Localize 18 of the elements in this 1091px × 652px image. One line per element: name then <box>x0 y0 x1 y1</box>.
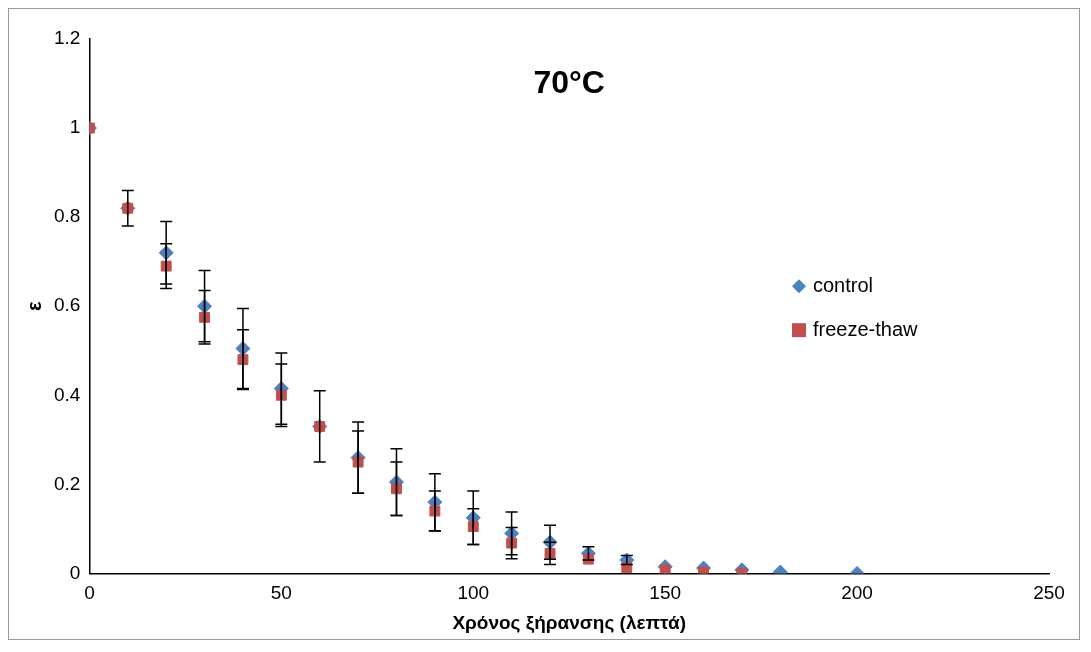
text: 70°C <box>533 63 605 100</box>
y-tick-label: 0.2 <box>53 472 81 494</box>
x-tick-label: 250 <box>1033 582 1065 604</box>
y-tick-label: 0.4 <box>53 383 81 405</box>
x-tick-label: 50 <box>270 582 292 604</box>
y-tick-label: 1.2 <box>53 27 81 49</box>
x-axis-title: Χρόνος ξήρανσης (λεπτά) <box>452 611 687 634</box>
y-axis-title: ε <box>22 300 45 311</box>
x-tick-label: 100 <box>457 582 490 604</box>
y-tick-label: 0.8 <box>53 205 81 227</box>
y-tick-label: 0 <box>69 561 81 583</box>
legend-label: freeze-thaw <box>813 317 919 340</box>
x-tick-label: 200 <box>841 582 873 604</box>
y-tick-label: 0.6 <box>53 294 81 316</box>
x-tick-label: 0 <box>84 582 95 604</box>
y-tick-label: 1 <box>69 116 81 138</box>
legend-label: control <box>813 273 874 296</box>
x-tick-label: 150 <box>649 582 682 604</box>
